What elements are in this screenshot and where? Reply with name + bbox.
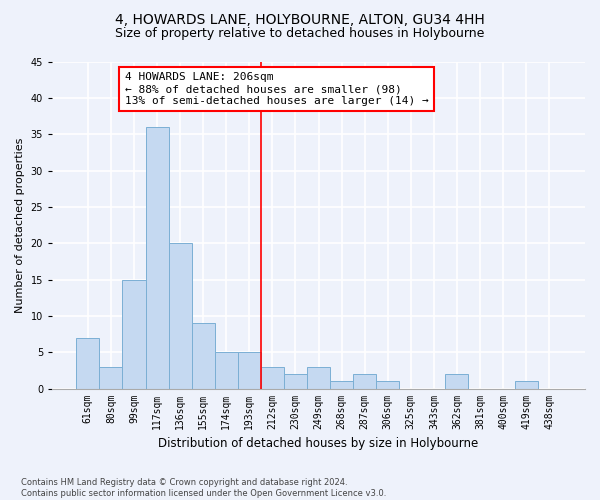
- Bar: [284, 374, 307, 388]
- Text: Contains HM Land Registry data © Crown copyright and database right 2024.
Contai: Contains HM Land Registry data © Crown c…: [21, 478, 386, 498]
- X-axis label: Distribution of detached houses by size in Holybourne: Distribution of detached houses by size …: [158, 437, 479, 450]
- Bar: [445, 374, 469, 388]
- Bar: [515, 382, 538, 388]
- Y-axis label: Number of detached properties: Number of detached properties: [15, 138, 25, 312]
- Bar: [122, 280, 146, 388]
- Bar: [146, 127, 169, 388]
- Bar: [376, 382, 399, 388]
- Bar: [330, 382, 353, 388]
- Bar: [238, 352, 261, 389]
- Bar: [353, 374, 376, 388]
- Bar: [76, 338, 100, 388]
- Bar: [261, 367, 284, 388]
- Text: 4 HOWARDS LANE: 206sqm
← 88% of detached houses are smaller (98)
13% of semi-det: 4 HOWARDS LANE: 206sqm ← 88% of detached…: [125, 72, 428, 106]
- Text: Size of property relative to detached houses in Holybourne: Size of property relative to detached ho…: [115, 28, 485, 40]
- Text: 4, HOWARDS LANE, HOLYBOURNE, ALTON, GU34 4HH: 4, HOWARDS LANE, HOLYBOURNE, ALTON, GU34…: [115, 12, 485, 26]
- Bar: [191, 323, 215, 388]
- Bar: [100, 367, 122, 388]
- Bar: [215, 352, 238, 389]
- Bar: [169, 243, 191, 388]
- Bar: [307, 367, 330, 388]
